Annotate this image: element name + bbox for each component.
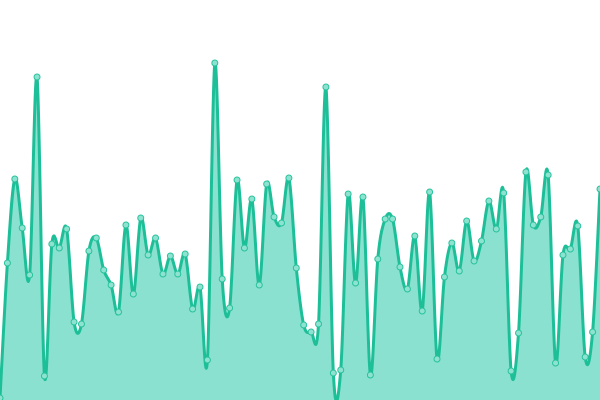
- data-point: [226, 304, 234, 312]
- data-point: [3, 259, 11, 267]
- data-point: [122, 221, 130, 229]
- data-point: [500, 189, 508, 197]
- data-point: [152, 234, 160, 242]
- data-point: [11, 175, 19, 183]
- data-point: [559, 251, 567, 259]
- data-point: [455, 267, 463, 275]
- data-point: [77, 320, 85, 328]
- data-point: [189, 305, 197, 313]
- data-point: [381, 215, 389, 223]
- data-point: [174, 270, 182, 278]
- data-points: [0, 59, 600, 400]
- data-point: [448, 239, 456, 247]
- data-point: [352, 279, 360, 287]
- data-point: [537, 213, 545, 221]
- data-point: [85, 247, 93, 255]
- data-point: [292, 264, 300, 272]
- data-point: [166, 252, 174, 260]
- data-point: [485, 197, 493, 205]
- data-point: [248, 195, 256, 203]
- data-point: [159, 270, 167, 278]
- data-point: [270, 213, 278, 221]
- data-point: [507, 367, 515, 375]
- data-point: [552, 359, 560, 367]
- data-point: [40, 372, 48, 380]
- data-point: [100, 266, 108, 274]
- data-point: [589, 328, 597, 336]
- data-point: [440, 273, 448, 281]
- data-point: [181, 250, 189, 258]
- data-point: [359, 193, 367, 201]
- data-point: [366, 371, 374, 379]
- data-point: [92, 234, 100, 242]
- data-point: [315, 320, 323, 328]
- data-point: [277, 219, 285, 227]
- data-point: [285, 174, 293, 182]
- data-point: [396, 263, 404, 271]
- data-point: [240, 244, 248, 252]
- data-point: [596, 185, 600, 193]
- data-point: [26, 271, 34, 279]
- data-point: [300, 321, 308, 329]
- data-point: [107, 281, 115, 289]
- area-fill: [0, 62, 600, 400]
- data-point: [463, 217, 471, 225]
- data-point: [403, 285, 411, 293]
- data-point: [55, 244, 63, 252]
- data-point: [566, 245, 574, 253]
- data-point: [581, 353, 589, 361]
- data-point: [411, 232, 419, 240]
- data-point: [426, 188, 434, 196]
- data-point: [211, 59, 219, 67]
- data-point: [492, 225, 500, 233]
- data-point: [322, 83, 330, 91]
- data-point: [255, 281, 263, 289]
- data-point: [522, 168, 530, 176]
- data-point: [70, 318, 78, 326]
- data-point: [477, 237, 485, 245]
- data-point: [544, 171, 552, 179]
- data-point: [344, 190, 352, 198]
- data-point: [137, 214, 145, 222]
- data-point: [196, 283, 204, 291]
- data-point: [203, 356, 211, 364]
- data-point: [433, 355, 441, 363]
- data-point: [470, 257, 478, 265]
- data-point: [0, 394, 4, 400]
- data-point: [263, 180, 271, 188]
- data-point: [18, 224, 26, 232]
- data-point: [574, 222, 582, 230]
- data-point: [33, 73, 41, 81]
- data-point: [129, 290, 137, 298]
- data-point: [115, 308, 123, 316]
- data-point: [218, 275, 226, 283]
- data-point: [329, 369, 337, 377]
- data-point: [48, 240, 56, 248]
- data-point: [337, 366, 345, 374]
- data-point: [529, 221, 537, 229]
- data-point: [63, 225, 71, 233]
- data-point: [374, 255, 382, 263]
- data-point: [418, 307, 426, 315]
- data-point: [307, 328, 315, 336]
- data-point: [515, 329, 523, 337]
- data-point: [389, 215, 397, 223]
- data-point: [233, 176, 241, 184]
- data-point: [144, 251, 152, 259]
